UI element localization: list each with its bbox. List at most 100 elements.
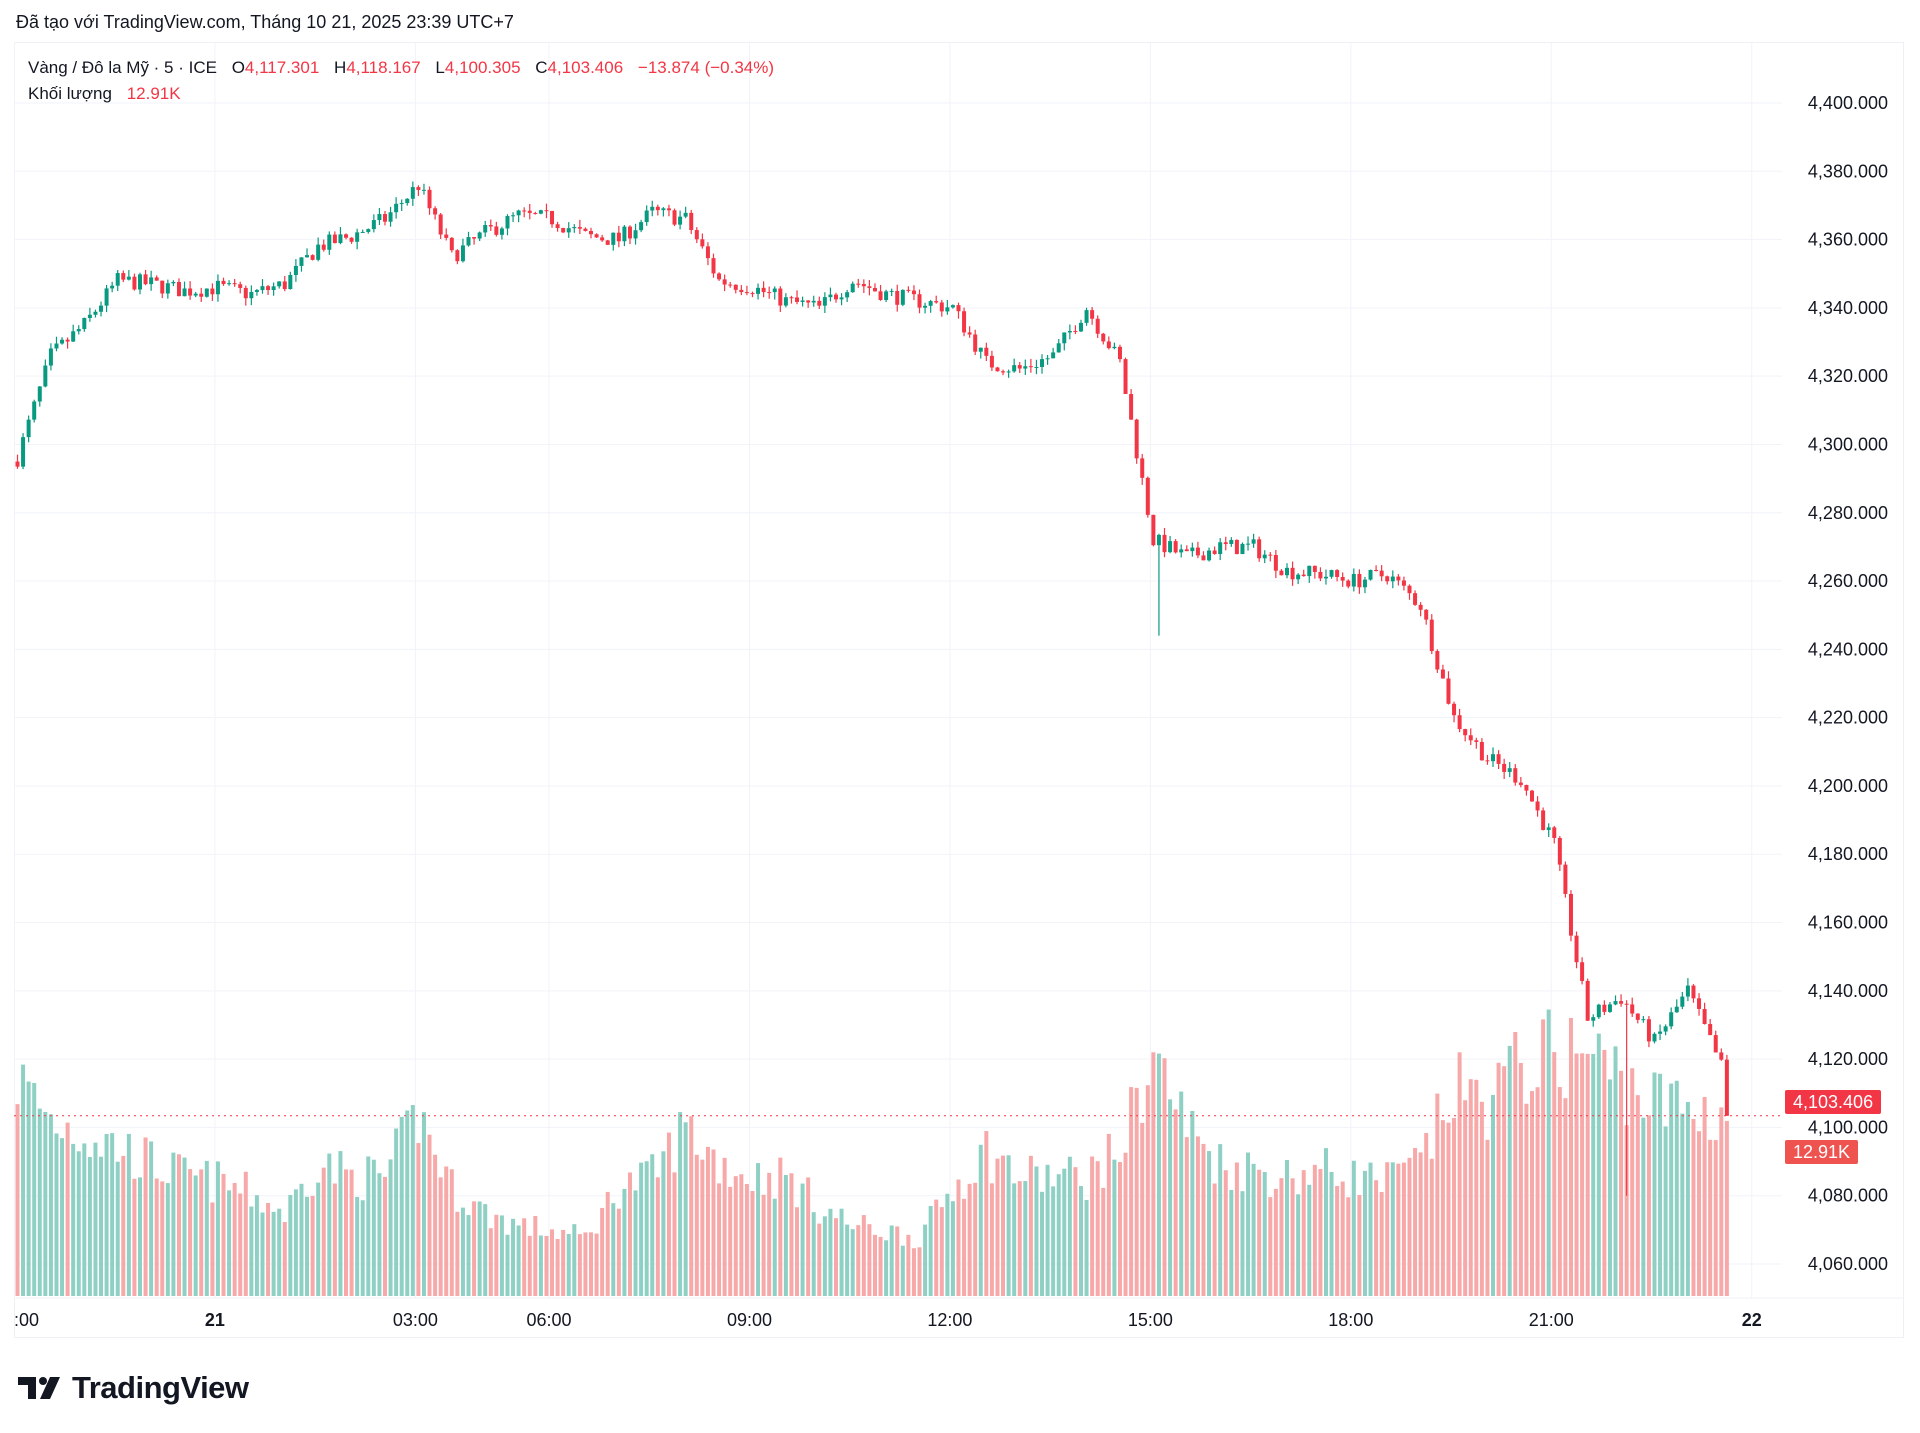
volume-bar [1507, 1045, 1512, 1296]
price-tick-label: 4,180.000 [1808, 844, 1888, 864]
volume-bar [1440, 1120, 1445, 1296]
candle-body [149, 277, 154, 285]
volume-bar [1658, 1073, 1663, 1296]
volume-bar [1234, 1162, 1239, 1296]
volume-bar [872, 1234, 877, 1296]
candle-body [1123, 359, 1128, 394]
candle-body [995, 367, 1000, 372]
candle-body [705, 246, 710, 259]
symbol-name[interactable]: Vàng / Đô la Mỹ · 5 · ICE [28, 58, 217, 77]
volume-bar [1646, 1115, 1651, 1296]
candle-body [1719, 1052, 1724, 1060]
volume-bar [1596, 1033, 1601, 1296]
volume-bar [1346, 1197, 1351, 1296]
volume-bar [655, 1177, 660, 1296]
volume-bar [611, 1203, 616, 1296]
volume-bar [488, 1228, 493, 1296]
candle-body [260, 286, 265, 291]
volume-bar [1357, 1194, 1362, 1296]
candle-body [1234, 539, 1239, 555]
volume-bar [1591, 1053, 1596, 1296]
candle-body [1307, 565, 1312, 577]
volume-bar [822, 1216, 827, 1296]
candle-body [1374, 569, 1379, 571]
volume-bar [477, 1201, 482, 1296]
volume-bar [1095, 1161, 1100, 1296]
candle-body [126, 276, 131, 280]
candle-body [215, 280, 220, 295]
candle-body [1440, 669, 1445, 679]
volume-bar [533, 1216, 538, 1296]
low-label: L [435, 58, 445, 77]
candle-body [1017, 365, 1022, 369]
candle-body [533, 212, 538, 214]
candle-body [772, 288, 777, 293]
time-tick-label: 15:00 [1128, 1310, 1173, 1330]
candle-body [1697, 998, 1702, 1009]
candle-body [555, 224, 560, 229]
volume-bar [154, 1178, 159, 1296]
price-tick-label: 4,120.000 [1808, 1049, 1888, 1069]
candle-body [188, 288, 193, 296]
candle-body [1090, 310, 1095, 319]
volume-bar [1218, 1144, 1223, 1296]
volume-bar [1056, 1174, 1061, 1296]
candle-body [845, 292, 850, 298]
candle-body [884, 291, 889, 301]
candle-body [644, 210, 649, 223]
candle-body [499, 228, 504, 235]
volume-bar [1557, 1087, 1562, 1296]
volume-bar [616, 1208, 621, 1296]
candle-body [1435, 651, 1440, 670]
volume-bar [1413, 1148, 1418, 1296]
volume-bar [984, 1131, 989, 1296]
volume-bar [516, 1225, 521, 1296]
candle-body [1713, 1035, 1718, 1053]
time-tick-label: 12:00 [927, 1310, 972, 1330]
volume-bar [399, 1116, 404, 1296]
price-tick-label: 4,140.000 [1808, 981, 1888, 1001]
volume-bar [71, 1143, 76, 1296]
volume-bar [806, 1177, 811, 1296]
volume-bar [544, 1235, 549, 1296]
candle-body [1195, 547, 1200, 556]
candle-body [15, 461, 20, 467]
volume-bar [193, 1175, 198, 1296]
volume-bar [527, 1235, 532, 1296]
price-tick-label: 4,360.000 [1808, 230, 1888, 250]
candle-body [171, 282, 176, 284]
price-tick-label: 4,400.000 [1808, 93, 1888, 113]
candle-body [87, 314, 92, 318]
volume-bar [1635, 1095, 1640, 1296]
candle-body [93, 311, 98, 315]
candle-body [26, 419, 31, 438]
candle-body [1574, 935, 1579, 963]
candle-body [405, 198, 410, 204]
volume-bar [789, 1173, 794, 1296]
candle-body [1524, 784, 1529, 791]
candle-body [522, 210, 527, 212]
volume-bar [26, 1081, 31, 1296]
tradingview-logo[interactable]: TradingView [18, 1370, 249, 1406]
candle-body [1212, 550, 1217, 554]
candle-body [577, 227, 582, 229]
volume-bar [1619, 1070, 1624, 1296]
volume-bar [132, 1178, 137, 1296]
volume-bar [238, 1193, 243, 1296]
volume-bar [917, 1247, 922, 1296]
volume-bar [744, 1183, 749, 1296]
candle-body [655, 206, 660, 211]
open-value: 4,117.301 [244, 58, 320, 77]
volume-bar [1680, 1113, 1685, 1296]
candle-body [1541, 810, 1546, 830]
volume-bar [839, 1208, 844, 1296]
candle-body [594, 234, 599, 238]
volume-bar [828, 1208, 833, 1296]
volume-bar [1362, 1170, 1367, 1296]
candle-body [60, 339, 65, 344]
volume-bar [884, 1240, 889, 1296]
volume-bar [1613, 1046, 1618, 1296]
candle-body [589, 231, 594, 235]
volume-bar [511, 1218, 516, 1296]
